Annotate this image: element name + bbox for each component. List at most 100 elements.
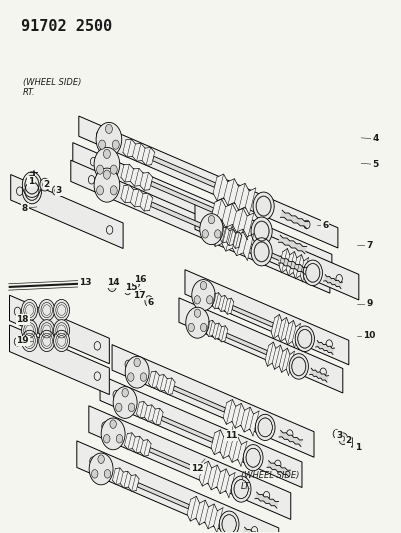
Circle shape	[125, 357, 149, 388]
Text: 8: 8	[22, 204, 28, 213]
Polygon shape	[77, 441, 278, 533]
Polygon shape	[123, 139, 154, 165]
Polygon shape	[150, 202, 213, 233]
Circle shape	[96, 165, 103, 174]
Circle shape	[38, 300, 55, 321]
Circle shape	[194, 296, 200, 304]
Circle shape	[96, 186, 103, 195]
Circle shape	[199, 214, 223, 245]
Circle shape	[128, 403, 134, 411]
Circle shape	[115, 403, 122, 411]
Circle shape	[185, 307, 209, 338]
Text: 6: 6	[321, 221, 328, 230]
Circle shape	[110, 165, 117, 174]
Polygon shape	[194, 204, 358, 300]
Polygon shape	[152, 156, 215, 188]
Polygon shape	[280, 210, 308, 229]
Text: 18: 18	[16, 315, 29, 324]
Polygon shape	[71, 160, 329, 293]
Polygon shape	[11, 174, 123, 248]
Polygon shape	[278, 248, 308, 282]
Polygon shape	[112, 468, 139, 491]
Circle shape	[104, 470, 110, 478]
Circle shape	[127, 373, 134, 381]
Circle shape	[52, 185, 59, 195]
Circle shape	[38, 330, 55, 352]
Circle shape	[96, 123, 122, 156]
Polygon shape	[184, 270, 348, 365]
Polygon shape	[136, 401, 163, 425]
Polygon shape	[112, 345, 313, 457]
Text: 7: 7	[365, 241, 371, 250]
Polygon shape	[206, 320, 227, 342]
Circle shape	[53, 330, 69, 352]
Polygon shape	[225, 333, 267, 354]
Polygon shape	[278, 256, 306, 274]
Circle shape	[288, 354, 308, 379]
Circle shape	[243, 445, 262, 471]
Polygon shape	[173, 386, 225, 412]
Polygon shape	[223, 400, 258, 436]
Circle shape	[250, 217, 271, 245]
Circle shape	[332, 430, 339, 438]
Polygon shape	[121, 185, 152, 211]
Circle shape	[122, 389, 128, 397]
Polygon shape	[242, 527, 266, 533]
Circle shape	[89, 453, 113, 485]
Polygon shape	[121, 164, 152, 190]
Circle shape	[94, 147, 119, 181]
Polygon shape	[323, 274, 342, 288]
Polygon shape	[10, 325, 109, 394]
Text: 2: 2	[44, 180, 50, 189]
Circle shape	[94, 168, 119, 202]
Circle shape	[144, 296, 152, 306]
Circle shape	[200, 324, 206, 332]
Circle shape	[22, 320, 37, 341]
Circle shape	[137, 290, 143, 298]
Text: (WHEEL SIDE)
LT.: (WHEEL SIDE) LT.	[241, 471, 299, 490]
Circle shape	[219, 511, 238, 533]
Circle shape	[252, 192, 273, 220]
Polygon shape	[265, 342, 294, 375]
Text: 13: 13	[78, 278, 91, 287]
Circle shape	[53, 320, 69, 341]
Circle shape	[302, 260, 322, 286]
Polygon shape	[211, 220, 253, 261]
Text: 5: 5	[371, 160, 377, 169]
Polygon shape	[89, 406, 290, 520]
Circle shape	[206, 296, 212, 304]
Polygon shape	[150, 181, 213, 212]
Polygon shape	[137, 483, 189, 509]
Text: 19: 19	[16, 336, 29, 345]
Circle shape	[107, 280, 116, 292]
Circle shape	[110, 186, 117, 195]
Circle shape	[124, 286, 131, 295]
Circle shape	[194, 309, 200, 317]
Polygon shape	[315, 341, 334, 354]
Polygon shape	[271, 314, 300, 348]
Circle shape	[113, 386, 137, 418]
Circle shape	[22, 300, 37, 321]
Circle shape	[250, 238, 271, 266]
Polygon shape	[278, 430, 302, 447]
Polygon shape	[266, 461, 290, 477]
Circle shape	[109, 420, 116, 429]
Circle shape	[214, 230, 220, 238]
Polygon shape	[198, 461, 235, 498]
Circle shape	[103, 149, 110, 158]
Text: 1: 1	[354, 443, 360, 452]
Text: 9: 9	[365, 299, 371, 308]
Text: (WHEEL SIDE)
RT.: (WHEEL SIDE) RT.	[23, 78, 81, 97]
Circle shape	[91, 470, 98, 478]
Text: 11: 11	[224, 431, 237, 440]
Polygon shape	[254, 492, 278, 508]
Circle shape	[294, 326, 314, 352]
Text: 16: 16	[134, 274, 146, 284]
Polygon shape	[79, 116, 337, 248]
Circle shape	[53, 300, 69, 321]
Polygon shape	[212, 293, 233, 314]
Circle shape	[202, 230, 208, 238]
Circle shape	[98, 140, 105, 149]
Circle shape	[140, 373, 146, 381]
Circle shape	[200, 281, 206, 290]
